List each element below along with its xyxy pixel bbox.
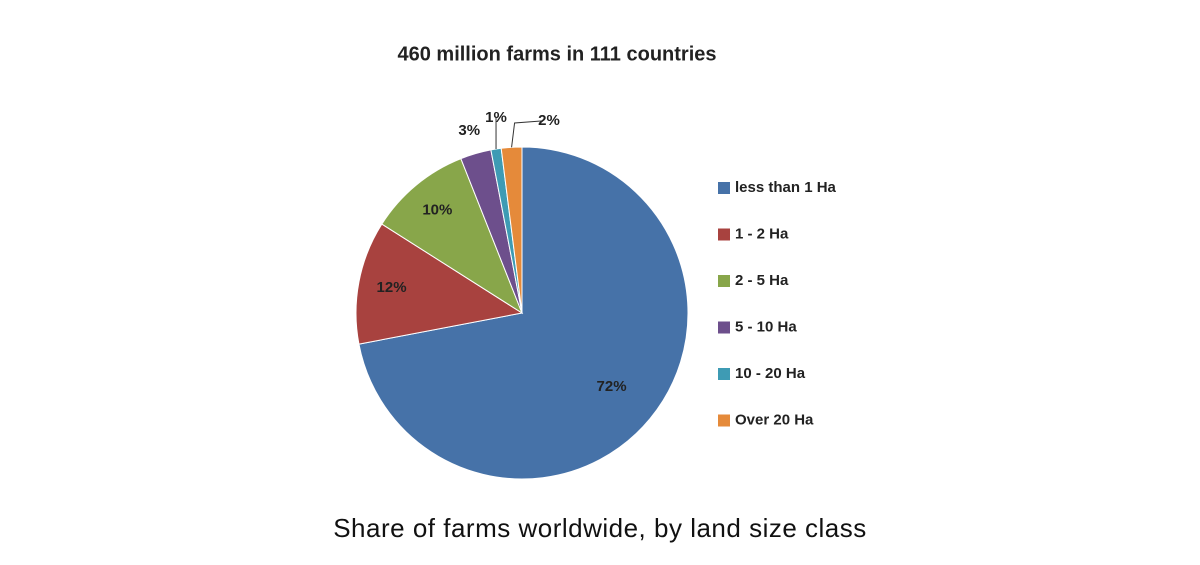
data-label: 10% [422,202,452,219]
legend-label: 1 - 2 Ha [735,225,789,242]
data-label: 2% [538,112,560,129]
legend-swatch [718,368,730,380]
legend-label: less than 1 Ha [735,179,837,196]
chart-title: 460 million farms in 111 countries [397,43,716,65]
pie-slice [500,146,523,314]
data-label: 1% [485,109,507,126]
pie-slice [358,146,689,480]
legend-label: Over 20 Ha [735,411,814,428]
legend-swatch [718,414,730,427]
data-label: 3% [458,122,480,139]
pie-slice [355,223,524,345]
legend-swatch [718,275,730,287]
leader-line [511,120,542,148]
caption: Share of farms worldwide, by land size c… [333,513,867,543]
legend-swatch [718,228,730,241]
legend-swatch [718,182,730,194]
data-label: 72% [597,378,627,395]
legend-label: 5 - 10 Ha [735,318,797,335]
pie-slice [381,158,524,315]
legend-label: 10 - 20 Ha [735,365,806,382]
legend-swatch [718,321,730,334]
data-label: 12% [377,279,407,296]
legend-label: 2 - 5 Ha [735,272,789,289]
